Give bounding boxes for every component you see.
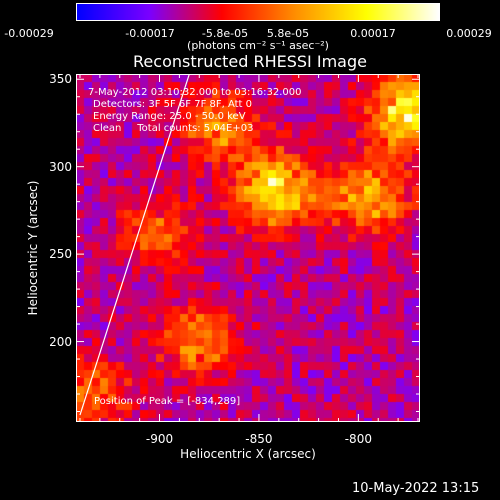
colorbar-tick-label: 0.00029: [446, 27, 492, 40]
y-tick-label: 300: [49, 159, 72, 174]
plot-overlay: [79, 74, 190, 416]
clean-counts-annotation: Clean Total counts: 5.04E+03: [93, 123, 254, 134]
peak-position-annotation: Position of Peak = [-834,289]: [94, 396, 241, 407]
colorbar: [76, 3, 440, 21]
footer-date: 10-May-2022 13:15: [352, 481, 480, 496]
colorbar-tick-label: 0.00017: [350, 27, 396, 40]
energy-range-annotation: Energy Range: 25.0 - 50.0 keV: [93, 111, 246, 122]
y-tick-label: 200: [49, 334, 72, 349]
colorbar-tick-label: -0.00029: [4, 27, 54, 40]
detectors-annotation: Detectors: 3F 5F 6F 7F 8F, Att 0: [93, 99, 253, 110]
colorbar-tick-label: -0.00017: [125, 27, 175, 40]
y-tick-label: 350: [49, 72, 72, 87]
y-axis-label: Heliocentric Y (arcsec): [26, 180, 40, 316]
image-plot-area: 7-May-2012 03:10:32.000 to 03:16:32.000 …: [76, 74, 420, 422]
x-axis-label: Heliocentric X (arcsec): [180, 447, 316, 461]
x-tick-label: -800: [344, 432, 372, 446]
y-tick-label: 250: [49, 247, 72, 262]
time-range-annotation: 7-May-2012 03:10:32.000 to 03:16:32.000: [88, 87, 302, 98]
colorbar-tick-label: 5.8e-05: [266, 27, 310, 40]
x-tick-label: -850: [245, 432, 273, 446]
colorbar-unit-label: (photons cm⁻² s⁻¹ asec⁻²): [187, 39, 329, 52]
chart-title: Reconstructed RHESSI Image: [133, 52, 367, 71]
colorbar-tick-label: -5.8e-05: [201, 27, 249, 40]
x-tick-label: -900: [145, 432, 174, 446]
solar-limb-line: [79, 74, 190, 416]
